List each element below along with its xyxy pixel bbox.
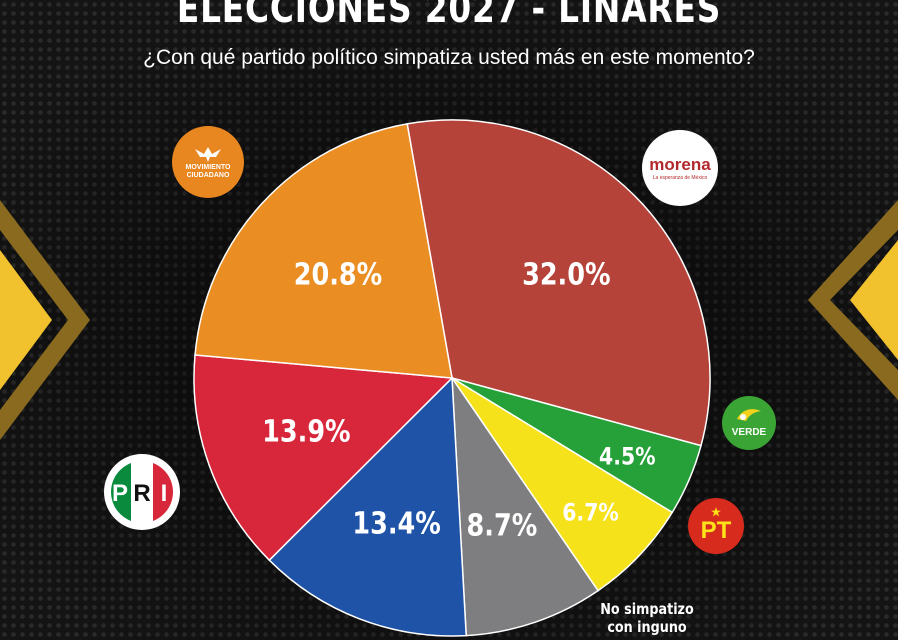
- verde-name: VERDE: [731, 426, 767, 438]
- morena-tagline: La esperanza de México: [652, 175, 708, 181]
- pt-logo: PT: [688, 498, 744, 554]
- pri-letter-p: P: [112, 480, 128, 507]
- pie-label-2: 6.7%: [562, 499, 619, 527]
- pie-slice-2: [451, 377, 674, 592]
- pie-label-1: 4.5%: [599, 443, 656, 471]
- pri-letter-i: I: [161, 480, 168, 507]
- pie-label-5: 13.9%: [262, 414, 350, 450]
- pie-slice-3: [451, 375, 600, 637]
- pie-slice-0: [406, 119, 711, 447]
- morena-logo: morena La esperanza de México: [642, 130, 718, 206]
- right-chevron-decoration: [808, 200, 898, 400]
- page-title: ELECCIONES 2027 - LINARES: [176, 0, 722, 32]
- chart-subtitle: ¿Con qué partido político simpatiza uste…: [143, 46, 755, 69]
- pie-label-4: 13.4%: [352, 506, 440, 542]
- pie-label-3: 8.7%: [467, 507, 538, 543]
- pt-name: PT: [700, 517, 732, 544]
- pri-logo: P R I: [104, 454, 180, 530]
- mc-line2: CIUDADANO: [186, 172, 230, 179]
- left-chevron-decoration: [0, 200, 90, 440]
- mc-line1: MOVIMIENTO: [185, 164, 231, 171]
- morena-name: morena: [649, 155, 711, 174]
- pie-slice-5: [193, 354, 454, 562]
- toucan-icon: [737, 409, 761, 421]
- pie-slice-4: [268, 376, 468, 637]
- pie-label-6: 20.8%: [294, 256, 382, 292]
- star-icon: [711, 507, 721, 517]
- pri-letter-r: R: [133, 480, 150, 507]
- movimiento-ciudadano-logo: MOVIMIENTO CIUDADANO: [172, 126, 244, 198]
- verde-logo: VERDE: [722, 396, 776, 450]
- pri-emblem: P R I: [111, 461, 173, 523]
- no-simpatizo-label: No simpatizo con inguno: [600, 600, 694, 636]
- pie-slice-6: [194, 123, 453, 379]
- eagle-icon: [195, 147, 221, 162]
- pie-label-0: 32.0%: [522, 257, 610, 293]
